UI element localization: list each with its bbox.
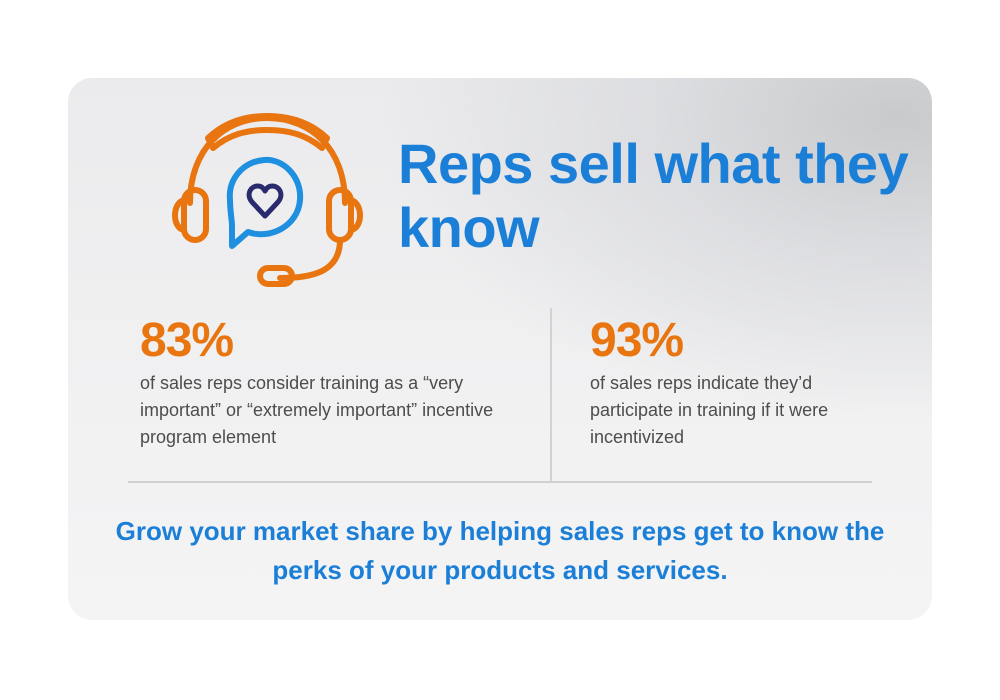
infographic-card	[68, 78, 932, 620]
stat-93: 93% of sales reps indicate they’d partic…	[590, 314, 890, 451]
footer-callout: Grow your market share by helping sales …	[115, 516, 885, 585]
stat-description: of sales reps consider training as a “ve…	[140, 373, 494, 447]
horizontal-divider	[128, 481, 872, 483]
headline: Reps sell what they know	[398, 132, 909, 259]
stat-83: 83% of sales reps consider training as a…	[140, 314, 540, 451]
stat-value: 83%	[140, 314, 234, 367]
stat-description: of sales reps indicate they’d participat…	[590, 373, 829, 447]
headset-icon	[172, 113, 363, 287]
vertical-divider	[550, 308, 552, 482]
stat-value: 93%	[590, 314, 684, 367]
